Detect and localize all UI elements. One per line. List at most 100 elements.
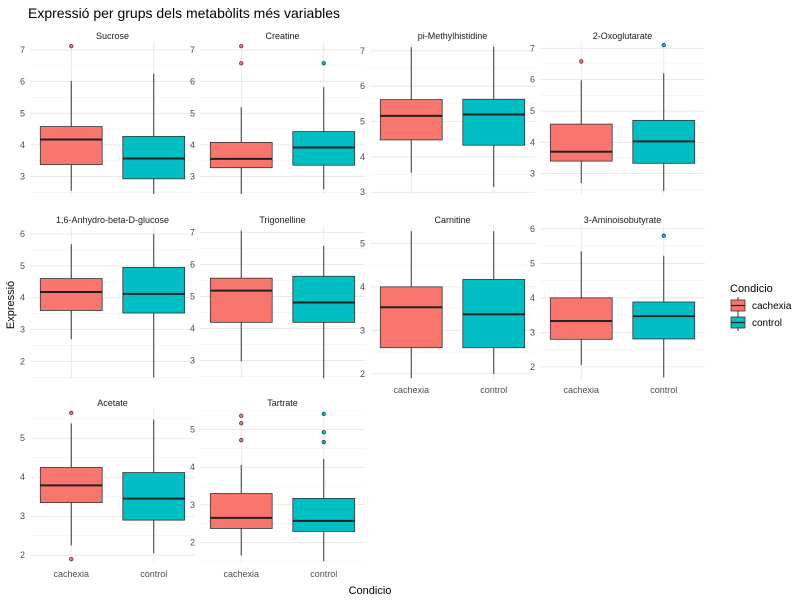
y-tick-label: 2 [20,550,25,560]
y-tick-label: 4 [530,293,535,303]
y-tick-label: 6 [190,77,195,87]
outlier-point [239,438,244,443]
box-iqr [39,126,103,165]
y-tick-label: 2 [20,356,25,366]
y-tick-label: 4 [360,282,365,292]
facet-panel-pi-Methylhistidine: pi-Methylhistidine 3 4 5 6 7 [360,31,535,197]
box-control [292,61,356,190]
y-tick-label: 4 [190,140,195,150]
y-tick-label: 2 [190,537,195,547]
y-tick-label: 3 [360,187,365,197]
x-tick-label: control [310,569,337,579]
x-tick-label: cachexia [393,385,429,395]
box-control [292,245,356,379]
outlier-point [321,439,326,445]
y-tick-label: 4 [360,152,365,162]
y-tick-label: 5 [360,117,365,127]
y-tick-label: 3 [530,169,535,179]
y-tick-label: 3 [20,325,25,335]
box-control [462,46,526,187]
legend-entry-cachexia: cachexia [730,297,792,314]
y-tick-label: 6 [20,229,25,239]
box-cachexia [209,43,273,194]
facet-panels: Sucrose 3 4 5 6 7 Creatine 3 4 5 6 7 pi-Methylhistid… [20,31,705,579]
outlier-point [239,61,244,66]
box-control [632,42,696,191]
x-axis-title: Condicio [349,585,392,597]
facet-title: 3-Aminoisobutyrate [584,215,662,225]
y-tick-label: 5 [530,106,535,116]
box-control [122,233,186,378]
facet-title: Sucrose [96,31,129,41]
box-cachexia [39,43,103,191]
y-tick-label: 5 [20,261,25,271]
legend-label: cachexia [752,301,792,312]
outlier-point [69,410,74,416]
y-tick-label: 7 [190,45,195,55]
outlier-point [239,421,244,426]
outlier-point [69,556,74,562]
facet-title: pi-Methylhistidine [418,31,488,41]
box-iqr [122,472,186,521]
facet-panel-Sucrose: Sucrose 3 4 5 6 7 [20,31,195,194]
y-tick-label: 7 [360,46,365,56]
facet-title: 2-Oxoglutarate [593,31,653,41]
x-tick-label: control [480,385,507,395]
facet-panel-3-Aminoisobutyrate: 3-Aminoisobutyrate 2 3 4 5 6 cachexia control [530,215,705,395]
y-tick-label: 7 [190,227,195,237]
x-tick-label: control [650,385,677,395]
y-tick-label: 5 [20,108,25,118]
box-cachexia [209,230,273,362]
box-control [122,73,186,194]
chart-title: Expressió per grups dels metabòlits més … [28,5,340,21]
y-tick-label: 3 [530,327,535,337]
y-tick-label: 5 [530,258,535,268]
y-tick-label: 4 [530,137,535,147]
box-cachexia [39,244,103,340]
y-tick-label: 7 [530,43,535,53]
box-cachexia [379,47,443,173]
box-iqr [549,123,613,162]
x-tick-label: cachexia [53,569,89,579]
box-iqr [209,141,273,169]
y-tick-label: 4 [190,323,195,333]
facet-title: Creatine [265,31,299,41]
y-tick-label: 7 [20,45,25,55]
box-iqr [379,286,443,349]
box-control [292,411,356,562]
y-tick-label: 3 [360,325,365,335]
y-tick-label: 6 [190,259,195,269]
box-cachexia [549,59,613,184]
outlier-point [69,43,74,49]
legend: Condicio cachexia control [730,283,792,331]
outlier-point [579,59,584,64]
box-iqr [292,497,356,532]
facet-title: Carnitine [434,215,470,225]
y-tick-label: 6 [530,224,535,234]
y-tick-label: 3 [20,511,25,521]
y-tick-label: 4 [20,472,25,482]
legend-title: Condicio [730,283,773,295]
box-iqr [462,98,526,146]
box-iqr [632,301,696,340]
outlier-point [321,61,326,66]
box-iqr [549,297,613,340]
y-tick-label: 5 [20,433,25,443]
facet-panel-1,6-Anhydro-beta-D-glucose: 1,6-Anhydro-beta-D-glucose 2 3 4 5 6 [20,215,195,379]
facet-panel-Tartrate: Tartrate 2 3 4 5 cachexia control [190,398,365,579]
y-tick-label: 3 [20,172,25,182]
y-tick-label: 4 [20,293,25,303]
box-iqr [39,278,103,311]
outlier-point [239,413,244,418]
y-tick-label: 4 [190,462,195,472]
outlier-point [321,430,326,435]
y-tick-label: 5 [190,108,195,118]
outlier-point [239,43,244,49]
outlier-point [661,42,666,48]
y-tick-label: 5 [190,291,195,301]
box-iqr [209,277,273,323]
x-tick-label: control [140,569,167,579]
y-tick-label: 3 [190,355,195,365]
box-cachexia [39,410,103,562]
